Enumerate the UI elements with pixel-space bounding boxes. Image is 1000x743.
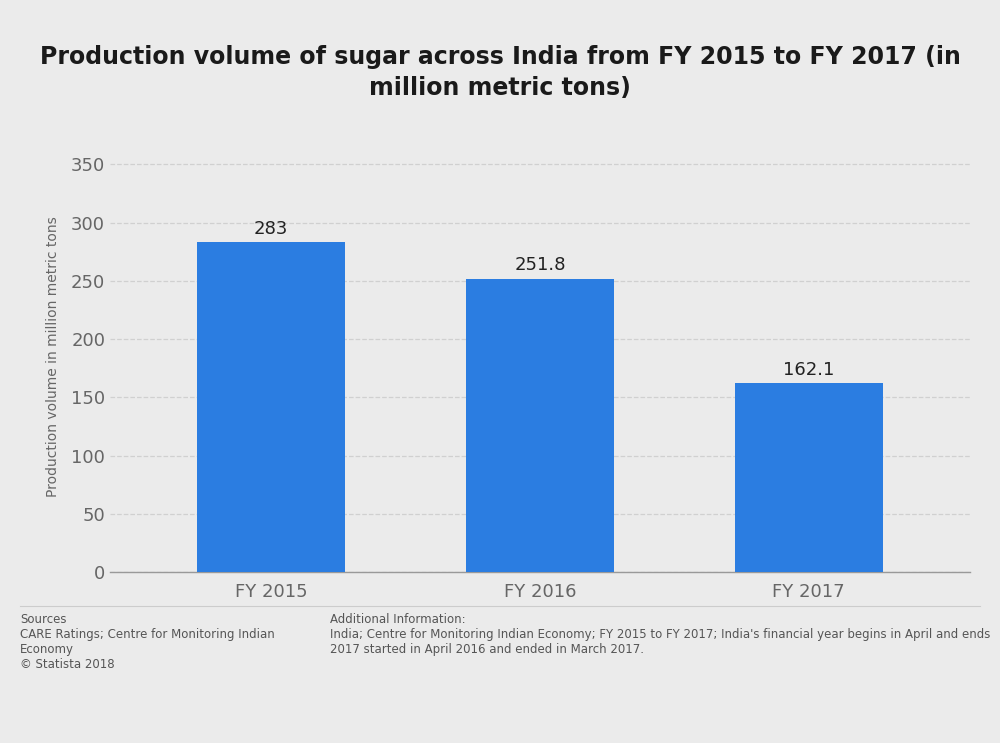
Bar xyxy=(197,242,345,572)
Text: Sources
CARE Ratings; Centre for Monitoring Indian
Economy
© Statista 2018: Sources CARE Ratings; Centre for Monitor… xyxy=(20,613,275,671)
Text: Production volume of sugar across India from FY 2015 to FY 2017 (in
million metr: Production volume of sugar across India … xyxy=(40,45,960,100)
Bar xyxy=(466,279,614,572)
Text: 162.1: 162.1 xyxy=(783,360,834,379)
Text: Additional Information:
India; Centre for Monitoring Indian Economy; FY 2015 to : Additional Information: India; Centre fo… xyxy=(330,613,990,656)
Text: 251.8: 251.8 xyxy=(514,256,566,274)
Y-axis label: Production volume in million metric tons: Production volume in million metric tons xyxy=(46,216,60,497)
Bar xyxy=(735,383,883,572)
Text: 283: 283 xyxy=(254,220,288,238)
